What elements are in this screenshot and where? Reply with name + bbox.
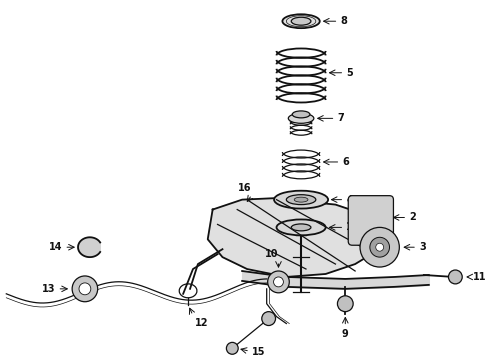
Ellipse shape (294, 197, 308, 202)
Circle shape (360, 228, 399, 267)
Circle shape (338, 296, 353, 312)
Text: 15: 15 (252, 347, 266, 357)
Ellipse shape (274, 191, 328, 208)
Ellipse shape (286, 195, 316, 204)
Circle shape (226, 342, 238, 354)
Text: 14: 14 (49, 242, 62, 252)
Circle shape (262, 312, 275, 325)
Ellipse shape (276, 220, 326, 235)
Circle shape (268, 271, 289, 293)
Circle shape (79, 283, 91, 295)
Ellipse shape (291, 224, 311, 231)
Ellipse shape (282, 14, 320, 28)
Circle shape (273, 277, 283, 287)
Text: 6: 6 (343, 157, 349, 167)
Text: 7: 7 (338, 113, 344, 123)
Text: 5: 5 (346, 68, 353, 78)
Circle shape (72, 276, 98, 302)
Circle shape (370, 237, 390, 257)
Circle shape (448, 270, 462, 284)
Ellipse shape (292, 111, 310, 118)
Text: 13: 13 (42, 284, 55, 294)
Circle shape (376, 243, 384, 251)
Text: 8: 8 (341, 16, 347, 26)
Text: 12: 12 (195, 318, 208, 328)
Text: 16: 16 (238, 183, 252, 193)
Ellipse shape (288, 113, 314, 123)
Text: 11: 11 (473, 272, 487, 282)
Polygon shape (78, 237, 100, 257)
Text: 10: 10 (265, 249, 278, 259)
Ellipse shape (291, 17, 311, 25)
FancyBboxPatch shape (348, 196, 393, 245)
Text: 2: 2 (409, 212, 416, 222)
Text: 9: 9 (342, 329, 349, 339)
Polygon shape (208, 198, 385, 277)
Text: 4: 4 (346, 195, 353, 204)
Text: 3: 3 (419, 242, 426, 252)
Text: 1: 1 (346, 222, 353, 233)
